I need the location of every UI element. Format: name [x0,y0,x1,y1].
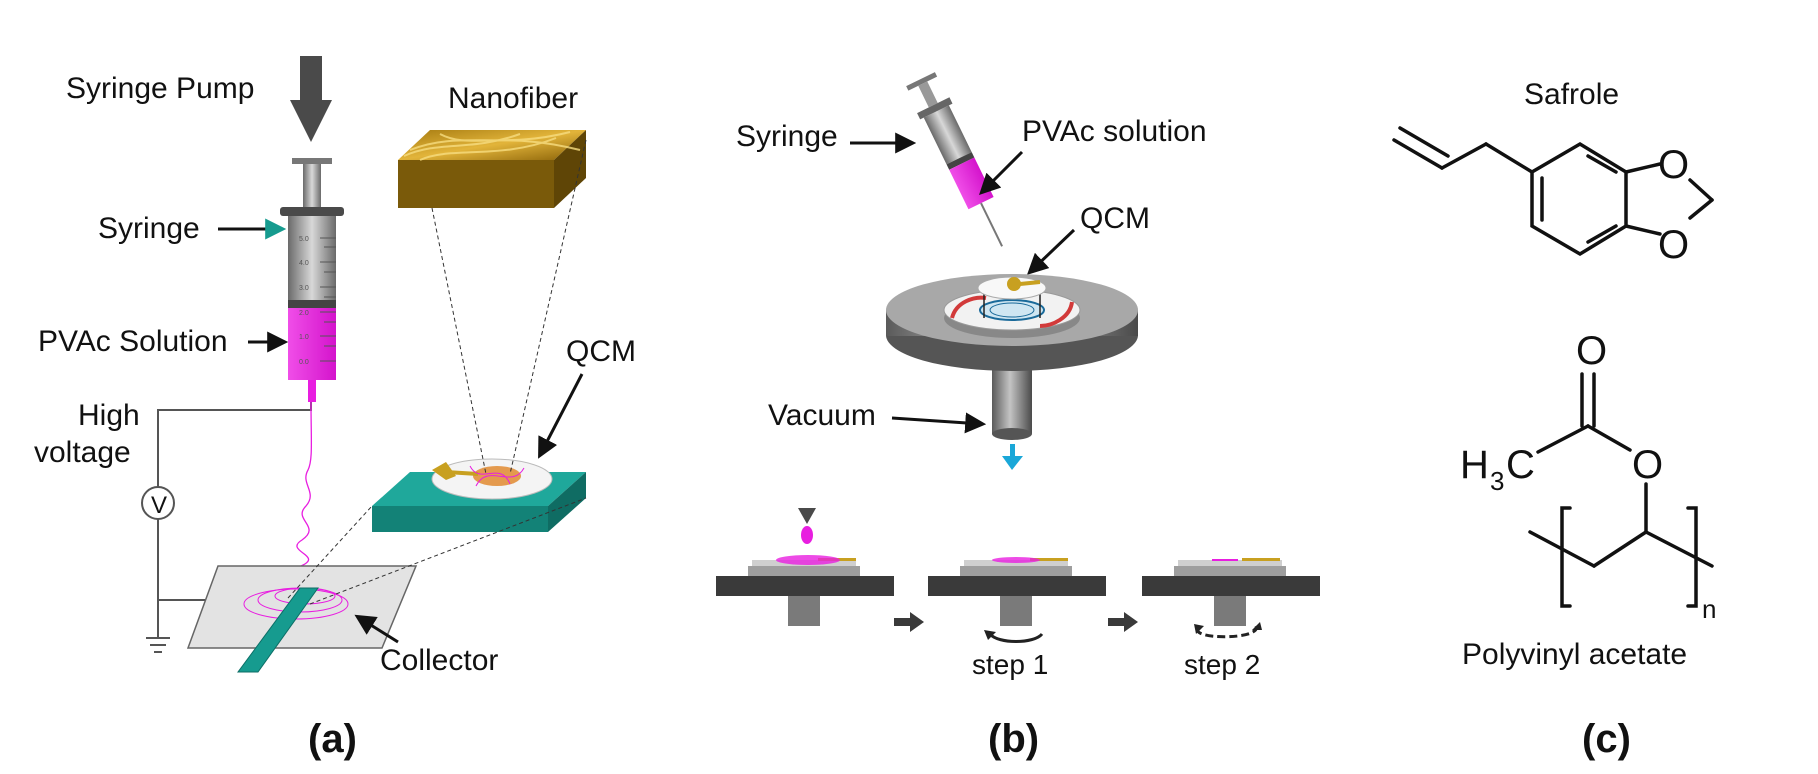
qcm-pointer-arrow-a [538,373,584,459]
syringe-pump-arrow-icon [290,56,332,142]
step-2-label: step 2 [1184,649,1260,680]
panel-a-label: (a) [308,717,357,761]
pva-methyl-c: C [1506,443,1535,487]
nanofiber-label: Nanofiber [448,82,578,115]
spin-coater-icon [886,274,1138,440]
syringe-label-b: Syringe [736,120,838,153]
syringe-tick: 0.0 [299,359,309,366]
nanofiber-image [398,130,586,208]
pva-methyl-sub: 3 [1490,466,1504,496]
tilted-syringe-icon [906,72,1003,247]
vacuum-flow-arrow-icon [1002,444,1023,470]
syringe-tick: 2.0 [299,310,309,317]
pvac-solution-label-b: PVAc solution [1022,115,1207,148]
safrole-o-top: O [1658,143,1689,187]
vacuum-label: Vacuum [768,399,876,432]
stage-arrow-icon [894,612,924,632]
pva-structure [1528,372,1714,608]
zoom-lines [287,139,587,605]
pva-methyl-h: H [1460,443,1489,487]
safrole-o-bottom: O [1658,223,1689,267]
pvac-pointer-arrow-b [979,150,1024,195]
stage-1-cross-section [716,508,894,626]
syringe-tick: 1.0 [299,334,309,341]
pva-carbonyl-o: O [1576,329,1607,373]
polyvinyl-acetate-label: Polyvinyl acetate [1462,638,1687,671]
syringe-pump-label: Syringe Pump [66,72,254,105]
panel-b: Syringe PVAc solution QCM Vacuum [716,72,1320,761]
panel-c-label: (c) [1582,717,1631,761]
panel-c: Safrole O O O O H 3 C [1392,78,1716,761]
safrole-label: Safrole [1524,78,1619,111]
stage-3-cross-section [1142,558,1320,639]
step-1-label: step 1 [972,649,1048,680]
syringe-tick: 3.0 [299,285,309,292]
qcm-pointer-arrow-b [1026,228,1076,275]
syringe-label: Syringe [98,212,200,245]
vacuum-pointer-arrow [891,412,987,434]
pva-repeat-n: n [1702,594,1716,624]
panel-a: Syringe Pump 5.0 4.0 3.0 2.0 1.0 0.0 [34,56,636,761]
syringe-icon: 5.0 4.0 3.0 2.0 1.0 0.0 [280,158,344,402]
syringe-tick: 4.0 [299,260,309,267]
high-voltage-label-2: voltage [34,436,131,469]
pva-ester-o: O [1632,443,1663,487]
voltmeter-icon [141,486,175,520]
stage-arrow-icon [1108,612,1138,632]
safrole-structure [1392,126,1714,257]
syringe-tick: 5.0 [299,236,309,243]
voltmeter-label: V [151,492,167,519]
collector-pointer-arrow [354,614,399,644]
qcm-enlarged [372,458,586,532]
qcm-label-a: QCM [566,335,636,368]
high-voltage-label-1: High [78,399,140,432]
collector-label: Collector [380,644,498,677]
panel-b-label: (b) [988,717,1039,761]
stage-2-cross-section [928,557,1106,643]
pvac-solution-label: PVAc Solution [38,325,228,358]
qcm-label-b: QCM [1080,202,1150,235]
